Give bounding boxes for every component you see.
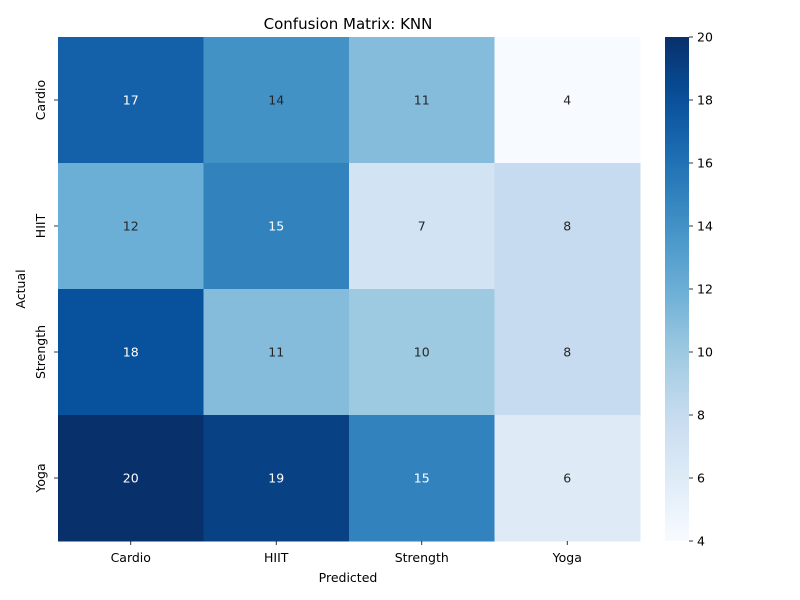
cell-value-label: 4 [563,93,571,108]
colorbar-tick-label: 20 [697,30,713,45]
heatmap-cell [58,163,204,290]
cell-value-label: 8 [563,219,571,234]
y-tick-label: Cardio [33,80,48,120]
colorbar-tick-label: 12 [697,282,713,297]
colorbar-tick-label: 8 [697,408,705,423]
colorbar-tick-label: 4 [697,534,705,549]
colorbar-tick-label: 14 [697,219,713,234]
chart-title: Confusion Matrix: KNN [264,15,433,33]
heatmap-cell [494,37,641,164]
heatmap-cell [494,415,641,542]
heatmap-cell [203,37,350,164]
cell-value-label: 12 [123,219,139,234]
heatmap-cell [349,415,495,542]
x-axis-label: Predicted [319,570,378,585]
heatmap-cell [203,415,350,542]
cell-value-label: 6 [563,471,571,486]
heatmap-cell [203,289,350,416]
cell-value-label: 20 [123,471,139,486]
colorbar-ticks: 4 6 8 10 12 14 16 18 20 [689,30,713,549]
cell-value-label: 7 [418,219,426,234]
cell-value-label: 11 [268,345,284,360]
x-tick-label: Cardio [111,550,151,565]
cell-value-label: 17 [123,93,139,108]
cell-value-label: 14 [268,93,284,108]
heatmap-cell [349,163,495,290]
colorbar-tick-label: 10 [697,345,713,360]
colorbar-tick-label: 16 [697,156,713,171]
heatmap-cell [494,163,641,290]
colorbar-tick-label: 18 [697,93,713,108]
heatmap-cell [349,289,495,416]
cell-value-label: 15 [268,219,284,234]
heatmap-cell-labels: 17 14 11 4 12 15 7 8 18 11 10 8 20 19 15 6 [123,93,571,486]
x-tick-label: Strength [395,550,449,565]
heatmap-cell [58,415,204,542]
colorbar [665,37,689,541]
y-axis-label: Actual [13,269,28,308]
x-axis-ticks: Cardio HIIT Strength Yoga [111,541,582,565]
x-tick-label: HIIT [264,550,289,565]
cell-value-label: 15 [414,471,430,486]
x-tick-label: Yoga [552,550,582,565]
heatmap-cell [58,289,204,416]
y-tick-label: HIIT [33,213,48,238]
y-axis-ticks: Cardio HIIT Strength Yoga [33,80,58,494]
y-tick-label: Strength [33,325,48,379]
heatmap-cell [349,37,495,164]
heatmap-cell [203,163,350,290]
cell-value-label: 19 [268,471,284,486]
cell-value-label: 10 [414,345,430,360]
heatmap-cell [494,289,641,416]
heatmap-cells [58,37,641,542]
heatmap-cell [58,37,204,164]
colorbar-tick-label: 6 [697,471,705,486]
cell-value-label: 8 [563,345,571,360]
y-tick-label: Yoga [33,463,48,493]
cell-value-label: 11 [414,93,430,108]
cell-value-label: 18 [123,345,139,360]
